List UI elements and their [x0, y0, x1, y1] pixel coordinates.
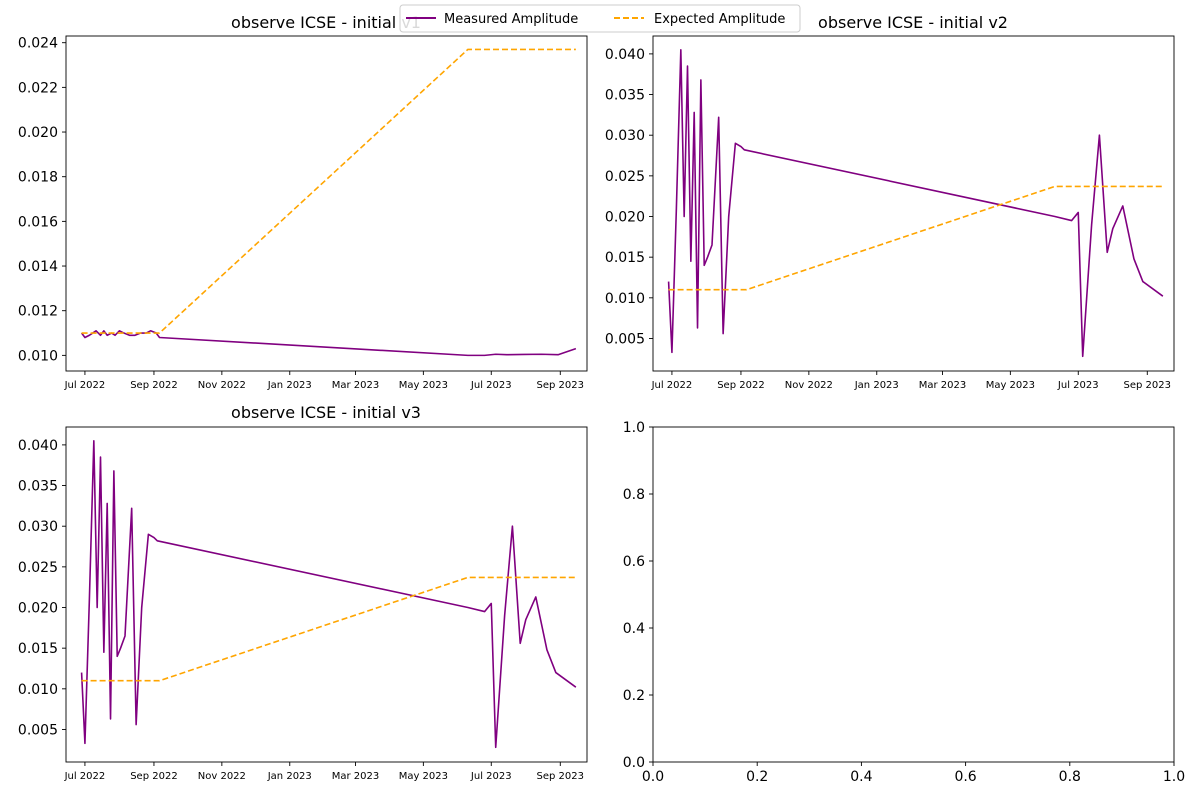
x-tick-label: Jul 2022	[64, 380, 106, 391]
y-tick-label: 0.024	[18, 36, 58, 52]
y-tick-label: 0.035	[605, 88, 645, 104]
y-tick-label: 0.012	[18, 304, 58, 320]
measured-amplitude-line-3	[80, 440, 577, 749]
subplot-title-3: observe ICSE - initial v3	[231, 403, 421, 422]
y-tick-label: 0.005	[605, 331, 645, 347]
subplot-4: 0.0 0.2 0.4 0.6 0.8 1.0 0.0 0.2 0.4 0.6 0.8 1.0	[623, 420, 1185, 785]
y-tick-label: 0.010	[18, 682, 58, 698]
y-tick-label: 0.040	[18, 438, 58, 454]
x-tick-label: Jul 2022	[64, 771, 106, 782]
x-tick-label: Sep 2022	[130, 771, 177, 782]
x-tick-label: Nov 2022	[198, 771, 246, 782]
y-tick-label: 0.030	[18, 519, 58, 535]
y-tick-label: 0.040	[605, 47, 645, 63]
x-tick-label: Mar 2023	[332, 771, 380, 782]
plot-area-2	[667, 49, 1164, 358]
x-tick-label: Jul 2023	[470, 771, 512, 782]
legend-label-measured: Measured Amplitude	[444, 12, 578, 27]
x-tick-label: Nov 2022	[198, 380, 246, 391]
y-tick-label: 0.010	[605, 291, 645, 307]
x-tick-label: Nov 2022	[785, 380, 833, 391]
axes-frame-2	[652, 35, 1175, 372]
x-tick-label: May 2023	[986, 380, 1035, 391]
y-tick-label: 1.0	[623, 420, 645, 436]
axes-frame-1	[65, 35, 588, 372]
expected-amplitude-line-3	[81, 576, 576, 682]
y-tick-label: 0.010	[18, 348, 58, 364]
axes-frame-4	[652, 426, 1175, 763]
x-tick-label: Jul 2022	[651, 380, 693, 391]
axes-2: Jul 2022 Sep 2022 Nov 2022 Jan 2023 Mar 2023…	[605, 35, 1175, 391]
y-tick-label: 0.030	[605, 128, 645, 144]
expected-amplitude-line-2	[668, 185, 1163, 291]
y-tick-label: 0.022	[18, 80, 58, 96]
legend: Measured Amplitude Expected Amplitude	[399, 4, 801, 33]
x-tick-label: Sep 2023	[1124, 380, 1171, 391]
y-tick-label: 0.4	[623, 621, 645, 637]
y-tick-label: 0.0	[623, 755, 645, 771]
y-tick-label: 0.014	[18, 259, 58, 275]
x-tick-label: Jan 2023	[267, 380, 312, 391]
x-tick-label: May 2023	[399, 771, 448, 782]
y-tick-label: 0.035	[18, 479, 58, 495]
x-tick-label: 0.8	[1059, 769, 1081, 785]
subplot-1: Jul 2022 Sep 2022 Nov 2022 Jan 2023 Mar 2023…	[18, 13, 588, 391]
y-tick-label: 0.6	[623, 554, 645, 570]
subplot-2: Jul 2022 Sep 2022 Nov 2022 Jan 2023 Mar 2023…	[605, 13, 1175, 391]
y-tick-label: 0.015	[605, 250, 645, 266]
x-tick-label: Mar 2023	[919, 380, 967, 391]
expected-amplitude-line-1	[81, 48, 576, 334]
x-tick-label: Jan 2023	[267, 771, 312, 782]
plot-area-1	[80, 48, 577, 357]
subplot-3: Jul 2022 Sep 2022 Nov 2022 Jan 2023 Mar 2023…	[18, 403, 588, 782]
y-tick-label: 0.020	[605, 210, 645, 226]
x-tick-label: 0.6	[954, 769, 976, 785]
y-tick-label: 0.015	[18, 641, 58, 657]
y-tick-label: 0.018	[18, 170, 58, 186]
legend-box	[399, 4, 801, 33]
y-tick-label: 0.020	[18, 125, 58, 141]
x-tick-label: Sep 2022	[717, 380, 764, 391]
y-tick-label: 0.8	[623, 487, 645, 503]
measured-amplitude-line-1	[80, 329, 577, 357]
y-tick-label: 0.020	[18, 601, 58, 617]
x-tick-label: 0.2	[746, 769, 768, 785]
y-tick-label: 0.025	[18, 560, 58, 576]
y-tick-label: 0.005	[18, 722, 58, 738]
x-tick-label: 0.0	[642, 769, 664, 785]
x-tick-label: Sep 2023	[537, 380, 584, 391]
x-tick-label: Jan 2023	[854, 380, 899, 391]
y-tick-label: 0.025	[605, 169, 645, 185]
subplot-title-2: observe ICSE - initial v2	[818, 13, 1008, 32]
axes-3: Jul 2022 Sep 2022 Nov 2022 Jan 2023 Mar 2023…	[18, 426, 588, 782]
x-tick-label: Sep 2023	[537, 771, 584, 782]
x-tick-label: May 2023	[399, 380, 448, 391]
plot-area-3	[80, 440, 577, 749]
measured-amplitude-line-2	[667, 49, 1164, 358]
x-tick-label: Jul 2023	[1057, 380, 1099, 391]
x-tick-label: 1.0	[1163, 769, 1185, 785]
y-tick-label: 0.016	[18, 214, 58, 230]
x-tick-label: Mar 2023	[332, 380, 380, 391]
x-tick-label: Jul 2023	[470, 380, 512, 391]
y-tick-label: 0.2	[623, 688, 645, 704]
x-tick-label: 0.4	[850, 769, 872, 785]
x-tick-label: Sep 2022	[130, 380, 177, 391]
axes-1: Jul 2022 Sep 2022 Nov 2022 Jan 2023 Mar 2023…	[18, 35, 588, 391]
subplot-title-1: observe ICSE - initial v1	[231, 13, 421, 32]
legend-label-expected: Expected Amplitude	[654, 12, 785, 27]
axes-frame-3	[65, 426, 588, 763]
axes-4: 0.0 0.2 0.4 0.6 0.8 1.0 0.0 0.2 0.4 0.6 0.8 1.0	[623, 420, 1185, 785]
